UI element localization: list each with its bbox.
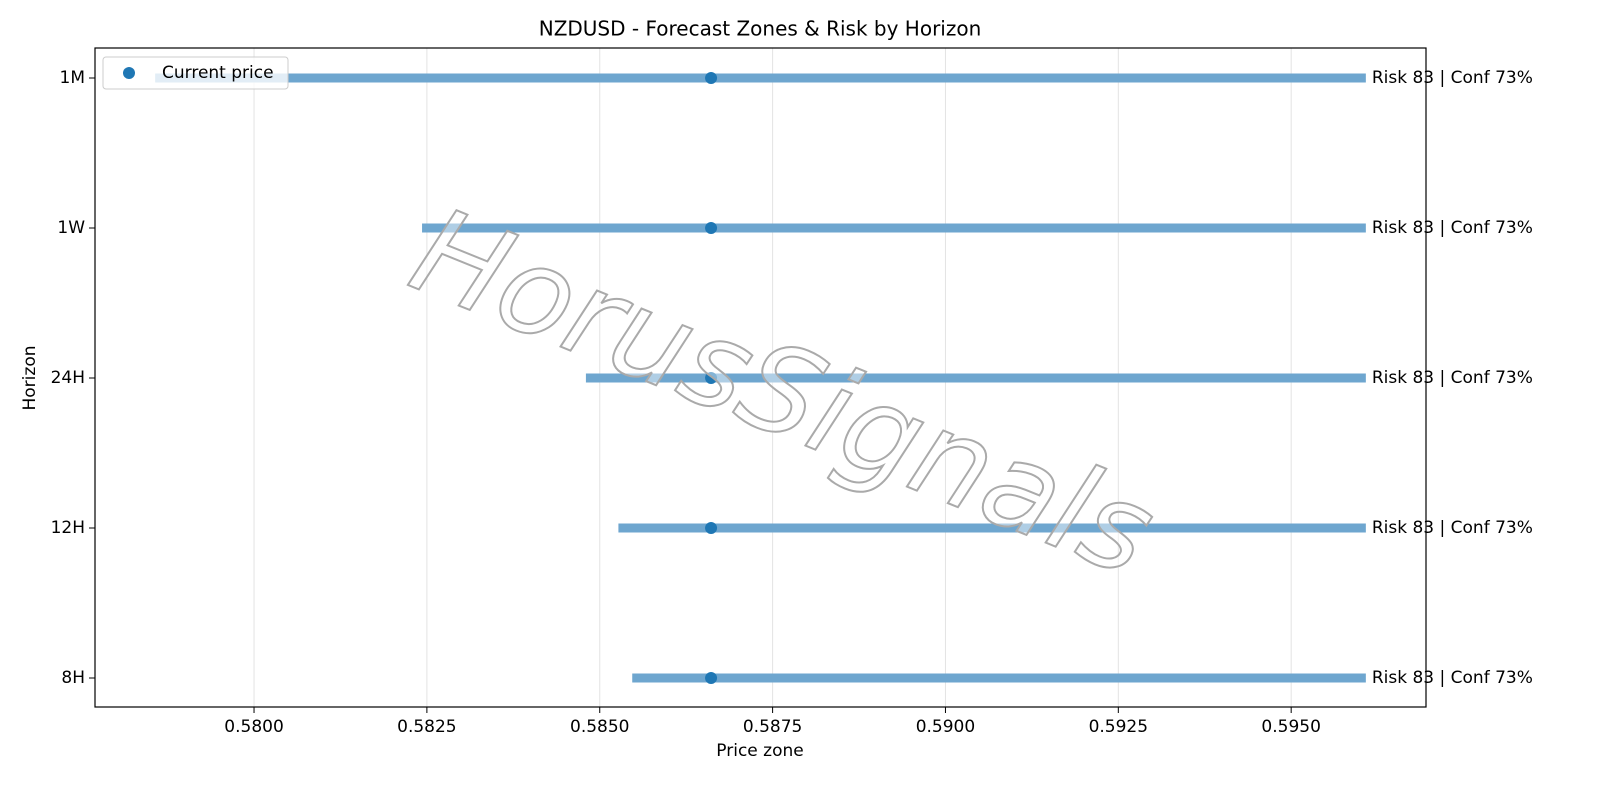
legend: Current price <box>102 56 289 90</box>
point <box>705 522 718 534</box>
point <box>705 372 718 384</box>
y-tick-label: 24H <box>51 368 85 388</box>
x-tick-label: 0.5875 <box>743 717 802 737</box>
annotation: Risk 83 | Conf 73% <box>1372 218 1533 238</box>
x-tick-label: 0.5900 <box>916 717 975 737</box>
watermark: HorusSignals <box>394 182 1172 604</box>
x-axis-label: Price zone <box>716 741 803 761</box>
chart-title: NZDUSD - Forecast Zones & Risk by Horizo… <box>539 17 982 41</box>
plot-frame <box>94 47 1427 708</box>
legend-marker <box>123 67 135 79</box>
x-tick-label: 0.5850 <box>570 717 629 737</box>
legend-box <box>102 56 289 90</box>
y-tick-label: 8H <box>61 668 85 688</box>
annotation: Risk 83 | Conf 73% <box>1372 68 1533 88</box>
y-tick-label: 12H <box>51 518 85 538</box>
annotation: Risk 83 | Conf 73% <box>1372 518 1533 538</box>
annotation: Risk 83 | Conf 73% <box>1372 368 1533 388</box>
legend-label: Current price <box>162 63 274 83</box>
annotation: Risk 83 | Conf 73% <box>1372 668 1533 688</box>
x-tick-label: 0.5925 <box>1089 717 1148 737</box>
point <box>705 222 718 234</box>
point <box>705 72 718 84</box>
x-tick-label: 0.5800 <box>224 717 283 737</box>
y-tick-label: 1M <box>60 68 85 88</box>
point <box>705 672 718 684</box>
x-tick-label: 0.5825 <box>397 717 456 737</box>
y-tick-label: 1W <box>57 218 85 238</box>
x-tick-label: 0.5950 <box>1261 717 1320 737</box>
y-axis-label: Horizon <box>20 346 40 411</box>
